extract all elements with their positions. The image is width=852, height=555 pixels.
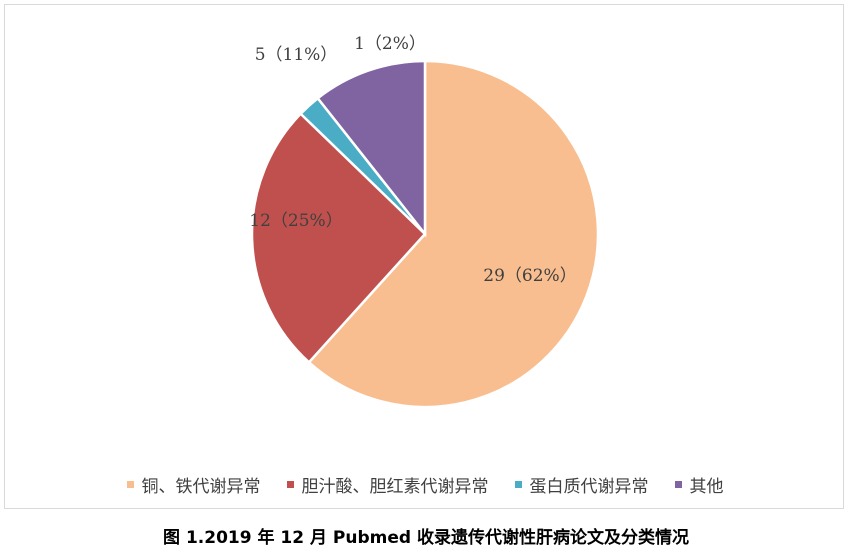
legend: 铜、铁代谢异常 胆汁酸、胆红素代谢异常 蛋白质代谢异常 其他 (5, 472, 845, 497)
legend-item-3: 其他 (674, 472, 724, 497)
legend-item-0: 铜、铁代谢异常 (126, 472, 261, 497)
legend-item-1: 胆汁酸、胆红素代谢异常 (286, 472, 489, 497)
slice-data-label-0: 29（62%） (483, 266, 576, 286)
slice-data-label-3: 5（11%） (255, 45, 338, 65)
legend-label-2: 蛋白质代谢异常 (529, 476, 649, 497)
chart-frame: 29（62%） 12（25%） 1（2%） 5（11%） 铜、铁代谢异常 胆汁酸、胆红素… (4, 4, 844, 509)
legend-label-3: 其他 (689, 476, 724, 497)
legend-label-1: 胆汁酸、胆红素代谢异常 (301, 476, 489, 497)
legend-item-2: 蛋白质代谢异常 (514, 472, 649, 497)
slice-data-label-1: 12（25%） (249, 211, 342, 231)
legend-swatch-3 (674, 480, 682, 488)
legend-swatch-1 (286, 480, 294, 488)
pie-slice-3 (316, 59, 427, 238)
figure-caption: 图 1.2019 年 12 月 Pubmed 收录遗传代谢性肝病论文及分类情况 (163, 528, 689, 548)
legend-label-0: 铜、铁代谢异常 (141, 476, 261, 497)
legend-swatch-2 (514, 480, 522, 488)
pie-slice-1 (250, 111, 427, 365)
pie-slice-0 (307, 59, 600, 409)
legend-swatch-0 (126, 480, 134, 488)
pie-chart: 29（62%） 12（25%） 1（2%） 5（11%） (249, 34, 600, 409)
slice-data-label-2: 1（2%） (354, 34, 426, 54)
